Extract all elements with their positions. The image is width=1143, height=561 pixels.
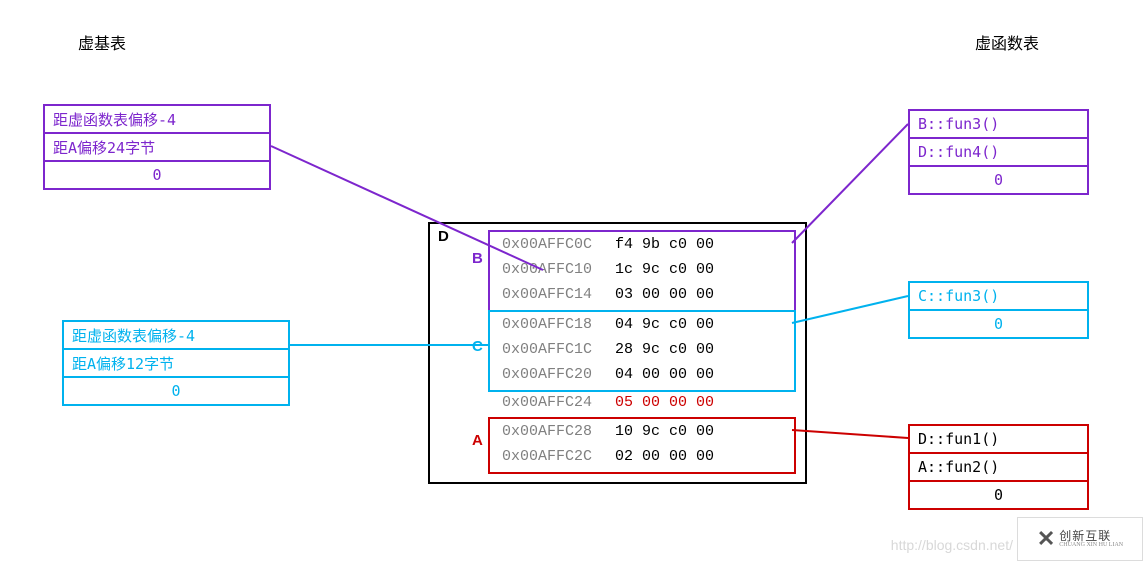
cell: 0 bbox=[909, 481, 1088, 509]
vtable-b: B::fun3() D::fun4() 0 bbox=[908, 109, 1089, 195]
memory-row: 0x00AFFC2405 00 00 00 bbox=[496, 390, 714, 415]
cell: D::fun4() bbox=[909, 138, 1088, 166]
diagram-root: { "titles":{"left":"虚基表","right":"虚函数表"}… bbox=[0, 0, 1143, 561]
label-c: C bbox=[472, 338, 483, 355]
vbtable-blue: 距虚函数表偏移-4 距A偏移12字节 0 bbox=[62, 320, 290, 406]
logo-mark-icon: ✕ bbox=[1037, 526, 1055, 552]
cell: 0 bbox=[909, 310, 1088, 338]
vtable-a: D::fun1() A::fun2() 0 bbox=[908, 424, 1089, 510]
label-a: A bbox=[472, 432, 483, 449]
cell: 距A偏移12字节 bbox=[63, 349, 289, 377]
logo-en: CHUANG XIN HU LIAN bbox=[1059, 542, 1123, 548]
title-left: 虚基表 bbox=[78, 30, 126, 54]
vtable-c: C::fun3() 0 bbox=[908, 281, 1089, 339]
memory-row: 0x00AFFC2C02 00 00 00 bbox=[496, 444, 714, 469]
memory-row: 0x00AFFC2810 9c c0 00 bbox=[496, 419, 714, 444]
watermark: http://blog.csdn.net/ bbox=[891, 537, 1013, 553]
logo: ✕ 创新互联 CHUANG XIN HU LIAN bbox=[1017, 517, 1143, 561]
cell: 距虚函数表偏移-4 bbox=[44, 105, 270, 133]
cell: 距A偏移24字节 bbox=[44, 133, 270, 161]
cell: 距虚函数表偏移-4 bbox=[63, 321, 289, 349]
cell: A::fun2() bbox=[909, 453, 1088, 481]
title-right: 虚函数表 bbox=[975, 30, 1039, 54]
memory-row: 0x00AFFC1804 9c c0 00 bbox=[496, 312, 714, 337]
memory-row: 0x00AFFC101c 9c c0 00 bbox=[496, 257, 714, 282]
memory-row: 0x00AFFC2004 00 00 00 bbox=[496, 362, 714, 387]
label-b: B bbox=[472, 250, 483, 267]
cell: B::fun3() bbox=[909, 110, 1088, 138]
label-d: D bbox=[438, 228, 449, 245]
cell: 0 bbox=[44, 161, 270, 189]
memory-row: 0x00AFFC1C28 9c c0 00 bbox=[496, 337, 714, 362]
cell: D::fun1() bbox=[909, 425, 1088, 453]
logo-cn: 创新互联 bbox=[1059, 530, 1123, 542]
memory-row: 0x00AFFC1403 00 00 00 bbox=[496, 282, 714, 307]
cell: 0 bbox=[909, 166, 1088, 194]
memory-row: 0x00AFFC0Cf4 9b c0 00 bbox=[496, 232, 714, 257]
cell: 0 bbox=[63, 377, 289, 405]
vbtable-purple: 距虚函数表偏移-4 距A偏移24字节 0 bbox=[43, 104, 271, 190]
cell: C::fun3() bbox=[909, 282, 1088, 310]
